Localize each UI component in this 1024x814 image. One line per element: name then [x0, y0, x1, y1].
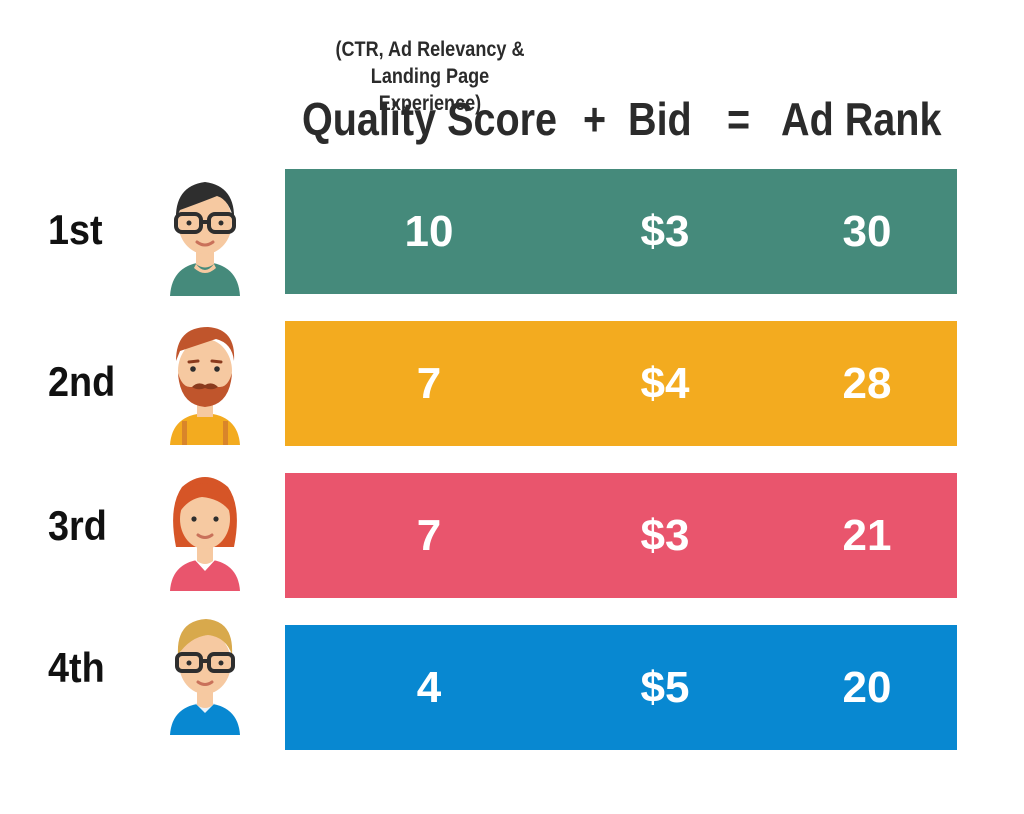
- ad-rank-value: 20: [842, 663, 892, 712]
- quality-score-value: 10: [404, 207, 454, 256]
- rank-label-1: 1st: [48, 206, 103, 253]
- ranking-bar-2: 7 $4 28: [285, 321, 957, 446]
- ranking-bar-1: 10 $3 30: [285, 169, 957, 294]
- subtitle-line-2: Landing Page Experience): [370, 65, 490, 115]
- quality-score-value: 7: [416, 359, 442, 408]
- ad-rank-value: 30: [842, 207, 892, 256]
- header-bid: Bid: [628, 93, 692, 145]
- bearded-man-avatar-icon: [170, 327, 240, 445]
- bid-value: $3: [640, 511, 690, 560]
- ranking-bar-3: 7 $3 21: [285, 473, 957, 598]
- woman-glasses-avatar-icon: [170, 182, 240, 296]
- quality-score-value: 4: [416, 663, 442, 712]
- blond-man-glasses-avatar-icon: [170, 619, 240, 735]
- redhead-woman-avatar-icon: [170, 477, 240, 591]
- bid-value: $4: [640, 359, 690, 408]
- rank-label-3: 3rd: [48, 502, 107, 549]
- bid-value: $3: [640, 207, 690, 256]
- header-equals-operator: =: [727, 93, 751, 145]
- header-quality-score: Quality Score: [302, 93, 558, 145]
- ranking-bar-4: 4 $5 20: [285, 625, 957, 750]
- rank-label-2: 2nd: [48, 358, 116, 405]
- quality-score-value: 7: [416, 511, 442, 560]
- header-ad-rank: Ad Rank: [781, 93, 942, 145]
- bid-value: $5: [640, 663, 690, 712]
- ad-rank-value: 21: [842, 511, 892, 560]
- rank-label-4: 4th: [48, 644, 105, 691]
- header-plus-operator: +: [583, 93, 607, 145]
- subtitle-line-1: (CTR, Ad Relevancy &: [335, 38, 525, 61]
- ad-rank-value: 28: [842, 359, 892, 408]
- subtitle-note: (CTR, Ad Relevancy & Landing Page Experi…: [318, 36, 542, 117]
